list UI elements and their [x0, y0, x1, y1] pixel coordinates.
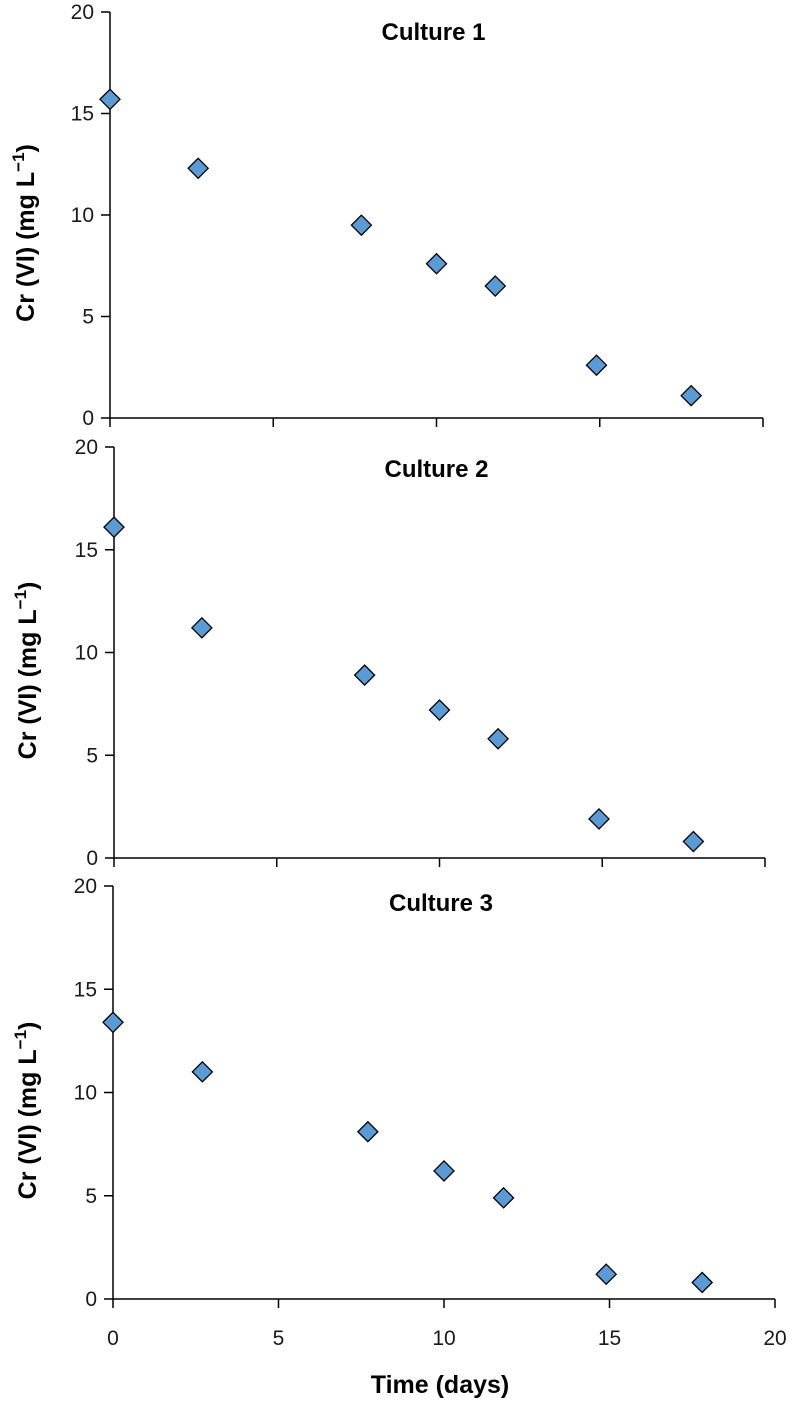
data-point [433, 1160, 455, 1182]
chart-title: Culture 2 [384, 456, 488, 483]
y-tick-label: 15 [75, 539, 98, 562]
data-point [102, 1011, 124, 1034]
data-point [190, 616, 213, 639]
data-point [484, 275, 507, 297]
data-point [191, 1060, 214, 1083]
x-tick-label: 5 [273, 1327, 285, 1350]
chart-title: Culture 3 [389, 890, 493, 917]
y-tick-label: 5 [85, 1185, 97, 1208]
x-tick-label: 15 [598, 1327, 621, 1350]
data-point [595, 1263, 618, 1286]
data-point [425, 252, 448, 275]
panel-culture-1: 0 5 10 15 20 Culture 1 Cr (VI) (mg L−1) [9, 1, 764, 430]
y-axis-label-close: ) [14, 1022, 42, 1030]
y-axis-label-superscript: −1 [11, 590, 30, 609]
y-axis-label-superscript: −1 [9, 152, 28, 171]
data-point [99, 88, 121, 111]
y-tick-label: 0 [85, 1288, 97, 1311]
y-axis-label-text: Cr (VI) (mg L [14, 609, 42, 759]
y-tick-label: 20 [75, 436, 98, 459]
y-tick-label: 15 [74, 978, 97, 1001]
x-tick-label: 0 [107, 1327, 119, 1350]
data-point [682, 830, 705, 853]
y-tick-label: 15 [71, 103, 94, 126]
y-tick-label: 20 [74, 875, 97, 898]
x-axis-label: Time (days) [371, 1371, 509, 1399]
data-point [487, 727, 510, 750]
y-tick-label: 10 [74, 1082, 97, 1105]
y-axis-label-close: ) [14, 582, 42, 590]
data-point [353, 664, 376, 687]
data-point [350, 214, 373, 237]
chart-title: Culture 1 [381, 19, 485, 46]
y-axis-label-close: ) [12, 144, 40, 152]
y-tick-label: 10 [71, 204, 94, 227]
y-axis-label-superscript: −1 [11, 1030, 30, 1049]
data-point [428, 699, 451, 721]
y-tick-label: 20 [71, 1, 94, 24]
y-axis-label: Cr (VI) (mg L−1) [11, 1022, 42, 1200]
y-axis-label: Cr (VI) (mg L−1) [11, 582, 42, 760]
data-point [492, 1186, 515, 1209]
data-point [187, 157, 210, 180]
data-point [588, 808, 610, 830]
data-point [680, 384, 703, 407]
x-tick-label: 10 [432, 1327, 455, 1350]
y-axis-label-text: Cr (VI) (mg L [14, 1049, 42, 1199]
x-tick-label: 20 [763, 1327, 786, 1350]
panel-culture-3: 0 5 10 15 20 0 5 10 15 20 Culture 3 Cr (VI) (mg L−1… [11, 875, 787, 1399]
data-point [356, 1120, 379, 1143]
data-point [103, 516, 125, 539]
data-point [585, 354, 608, 377]
y-axis-label: Cr (VI) (mg L−1) [9, 144, 40, 322]
data-point [691, 1271, 714, 1294]
y-tick-label: 0 [86, 847, 98, 870]
y-axis-label-text: Cr (VI) (mg L [12, 172, 40, 322]
y-tick-label: 0 [82, 407, 94, 430]
y-tick-label: 10 [75, 642, 98, 665]
y-tick-label: 5 [86, 744, 98, 767]
panel-culture-2: 0 5 10 15 20 Culture 2 Cr (VI) (mg L−1) [11, 436, 766, 870]
y-tick-label: 5 [82, 306, 94, 329]
